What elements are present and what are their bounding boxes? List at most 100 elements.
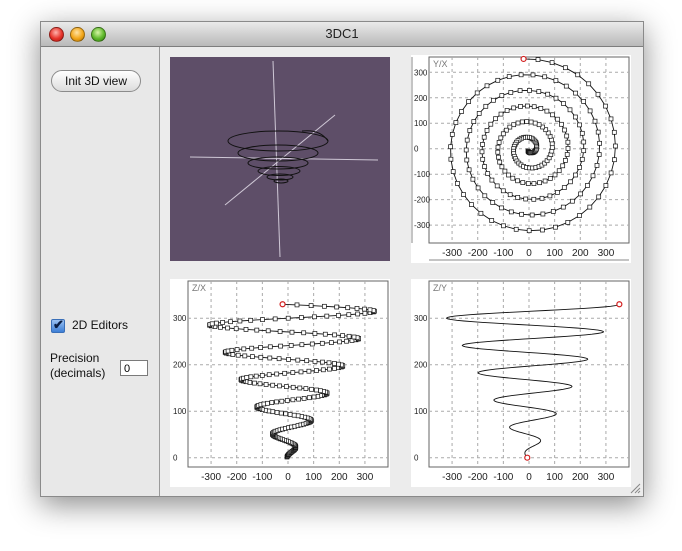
control-point[interactable]	[276, 356, 282, 362]
control-point[interactable]	[481, 134, 487, 140]
control-point[interactable]	[518, 72, 524, 78]
control-point[interactable]	[511, 122, 517, 128]
control-point[interactable]	[464, 157, 470, 163]
control-point[interactable]	[495, 149, 501, 155]
control-point[interactable]	[491, 97, 496, 103]
control-point[interactable]	[564, 152, 570, 157]
control-point[interactable]	[594, 163, 600, 168]
control-point[interactable]	[354, 306, 360, 311]
control-point[interactable]	[592, 118, 598, 124]
control-point[interactable]	[267, 344, 273, 350]
control-point[interactable]	[244, 375, 250, 380]
chart-yx[interactable]: -300 -200 -100 0 100 200 300 300 200 100 0 -100 -200…	[411, 55, 631, 263]
control-point[interactable]	[567, 107, 573, 113]
minimize-icon[interactable]	[70, 27, 85, 42]
control-point[interactable]	[298, 369, 304, 375]
control-point[interactable]	[295, 413, 301, 419]
control-point[interactable]	[277, 383, 282, 389]
control-point[interactable]	[544, 108, 550, 114]
control-point[interactable]	[475, 185, 481, 191]
control-point[interactable]	[322, 303, 327, 309]
control-point[interactable]	[565, 220, 571, 225]
control-point[interactable]	[253, 373, 259, 379]
control-point[interactable]	[303, 386, 309, 391]
control-point[interactable]	[228, 319, 233, 325]
control-point[interactable]	[269, 400, 275, 405]
control-point[interactable]	[474, 90, 480, 96]
control-point[interactable]	[247, 380, 253, 385]
control-point[interactable]	[510, 175, 516, 181]
control-point[interactable]	[312, 359, 318, 364]
control-point[interactable]	[218, 324, 223, 330]
control-point[interactable]	[272, 316, 278, 322]
control-point[interactable]	[517, 88, 523, 93]
control-point[interactable]	[519, 211, 524, 217]
control-point[interactable]	[535, 57, 541, 62]
control-point[interactable]	[229, 347, 235, 353]
control-point[interactable]	[608, 170, 614, 176]
control-point[interactable]	[260, 317, 265, 322]
control-point[interactable]	[274, 410, 280, 415]
control-point[interactable]	[501, 223, 506, 229]
end-point-marker[interactable]	[520, 55, 527, 63]
control-point[interactable]	[508, 90, 514, 95]
control-point[interactable]	[344, 338, 349, 344]
control-point[interactable]	[295, 357, 301, 363]
control-point[interactable]	[563, 158, 568, 163]
resize-grip-icon[interactable]	[629, 482, 641, 494]
control-point[interactable]	[556, 168, 562, 174]
control-point[interactable]	[490, 200, 496, 205]
control-point[interactable]	[484, 83, 490, 89]
control-point[interactable]	[278, 410, 284, 416]
control-point[interactable]	[562, 127, 567, 133]
control-point[interactable]	[590, 173, 596, 179]
control-point[interactable]	[450, 169, 456, 174]
control-point[interactable]	[553, 78, 559, 83]
control-point[interactable]	[482, 193, 488, 199]
control-point[interactable]	[265, 400, 270, 406]
control-point[interactable]	[493, 116, 498, 122]
start-point-marker[interactable]	[524, 454, 531, 461]
control-point[interactable]	[306, 395, 312, 401]
control-point[interactable]	[327, 366, 332, 372]
control-point[interactable]	[595, 129, 601, 135]
control-point[interactable]	[312, 331, 318, 336]
control-point[interactable]	[259, 373, 265, 378]
control-point[interactable]	[577, 213, 582, 218]
close-icon[interactable]	[49, 27, 64, 42]
control-point[interactable]	[585, 183, 590, 188]
control-point[interactable]	[555, 116, 560, 122]
control-point[interactable]	[496, 154, 501, 160]
control-point[interactable]	[459, 109, 464, 114]
control-point[interactable]	[494, 183, 500, 189]
control-point[interactable]	[500, 131, 506, 137]
control-point[interactable]	[448, 156, 454, 162]
control-point[interactable]	[332, 332, 337, 338]
control-point[interactable]	[332, 361, 337, 366]
control-point[interactable]	[320, 359, 325, 365]
editors-checkbox[interactable]: ✔	[51, 317, 65, 333]
control-point[interactable]	[220, 320, 225, 325]
control-point[interactable]	[319, 340, 325, 346]
control-point[interactable]	[573, 90, 578, 96]
control-point[interactable]	[471, 119, 477, 124]
control-point[interactable]	[504, 108, 510, 113]
control-point[interactable]	[539, 195, 545, 201]
control-point[interactable]	[301, 396, 307, 401]
control-point[interactable]	[466, 99, 471, 104]
control-point[interactable]	[523, 196, 529, 202]
control-point[interactable]	[538, 106, 544, 111]
chart-zx[interactable]: -300 -200 -100 0 100 200 300 300 200 100 0 Z/X	[170, 279, 390, 487]
control-point[interactable]	[608, 116, 614, 122]
control-point[interactable]	[290, 397, 296, 403]
control-point[interactable]	[469, 202, 474, 207]
control-point[interactable]	[531, 104, 537, 110]
control-point[interactable]	[467, 128, 473, 133]
control-point[interactable]	[570, 198, 575, 204]
control-point[interactable]	[495, 77, 501, 83]
control-point[interactable]	[299, 342, 305, 348]
control-point[interactable]	[277, 329, 283, 334]
control-point[interactable]	[498, 111, 504, 117]
control-point[interactable]	[553, 224, 558, 230]
control-point[interactable]	[545, 130, 551, 136]
